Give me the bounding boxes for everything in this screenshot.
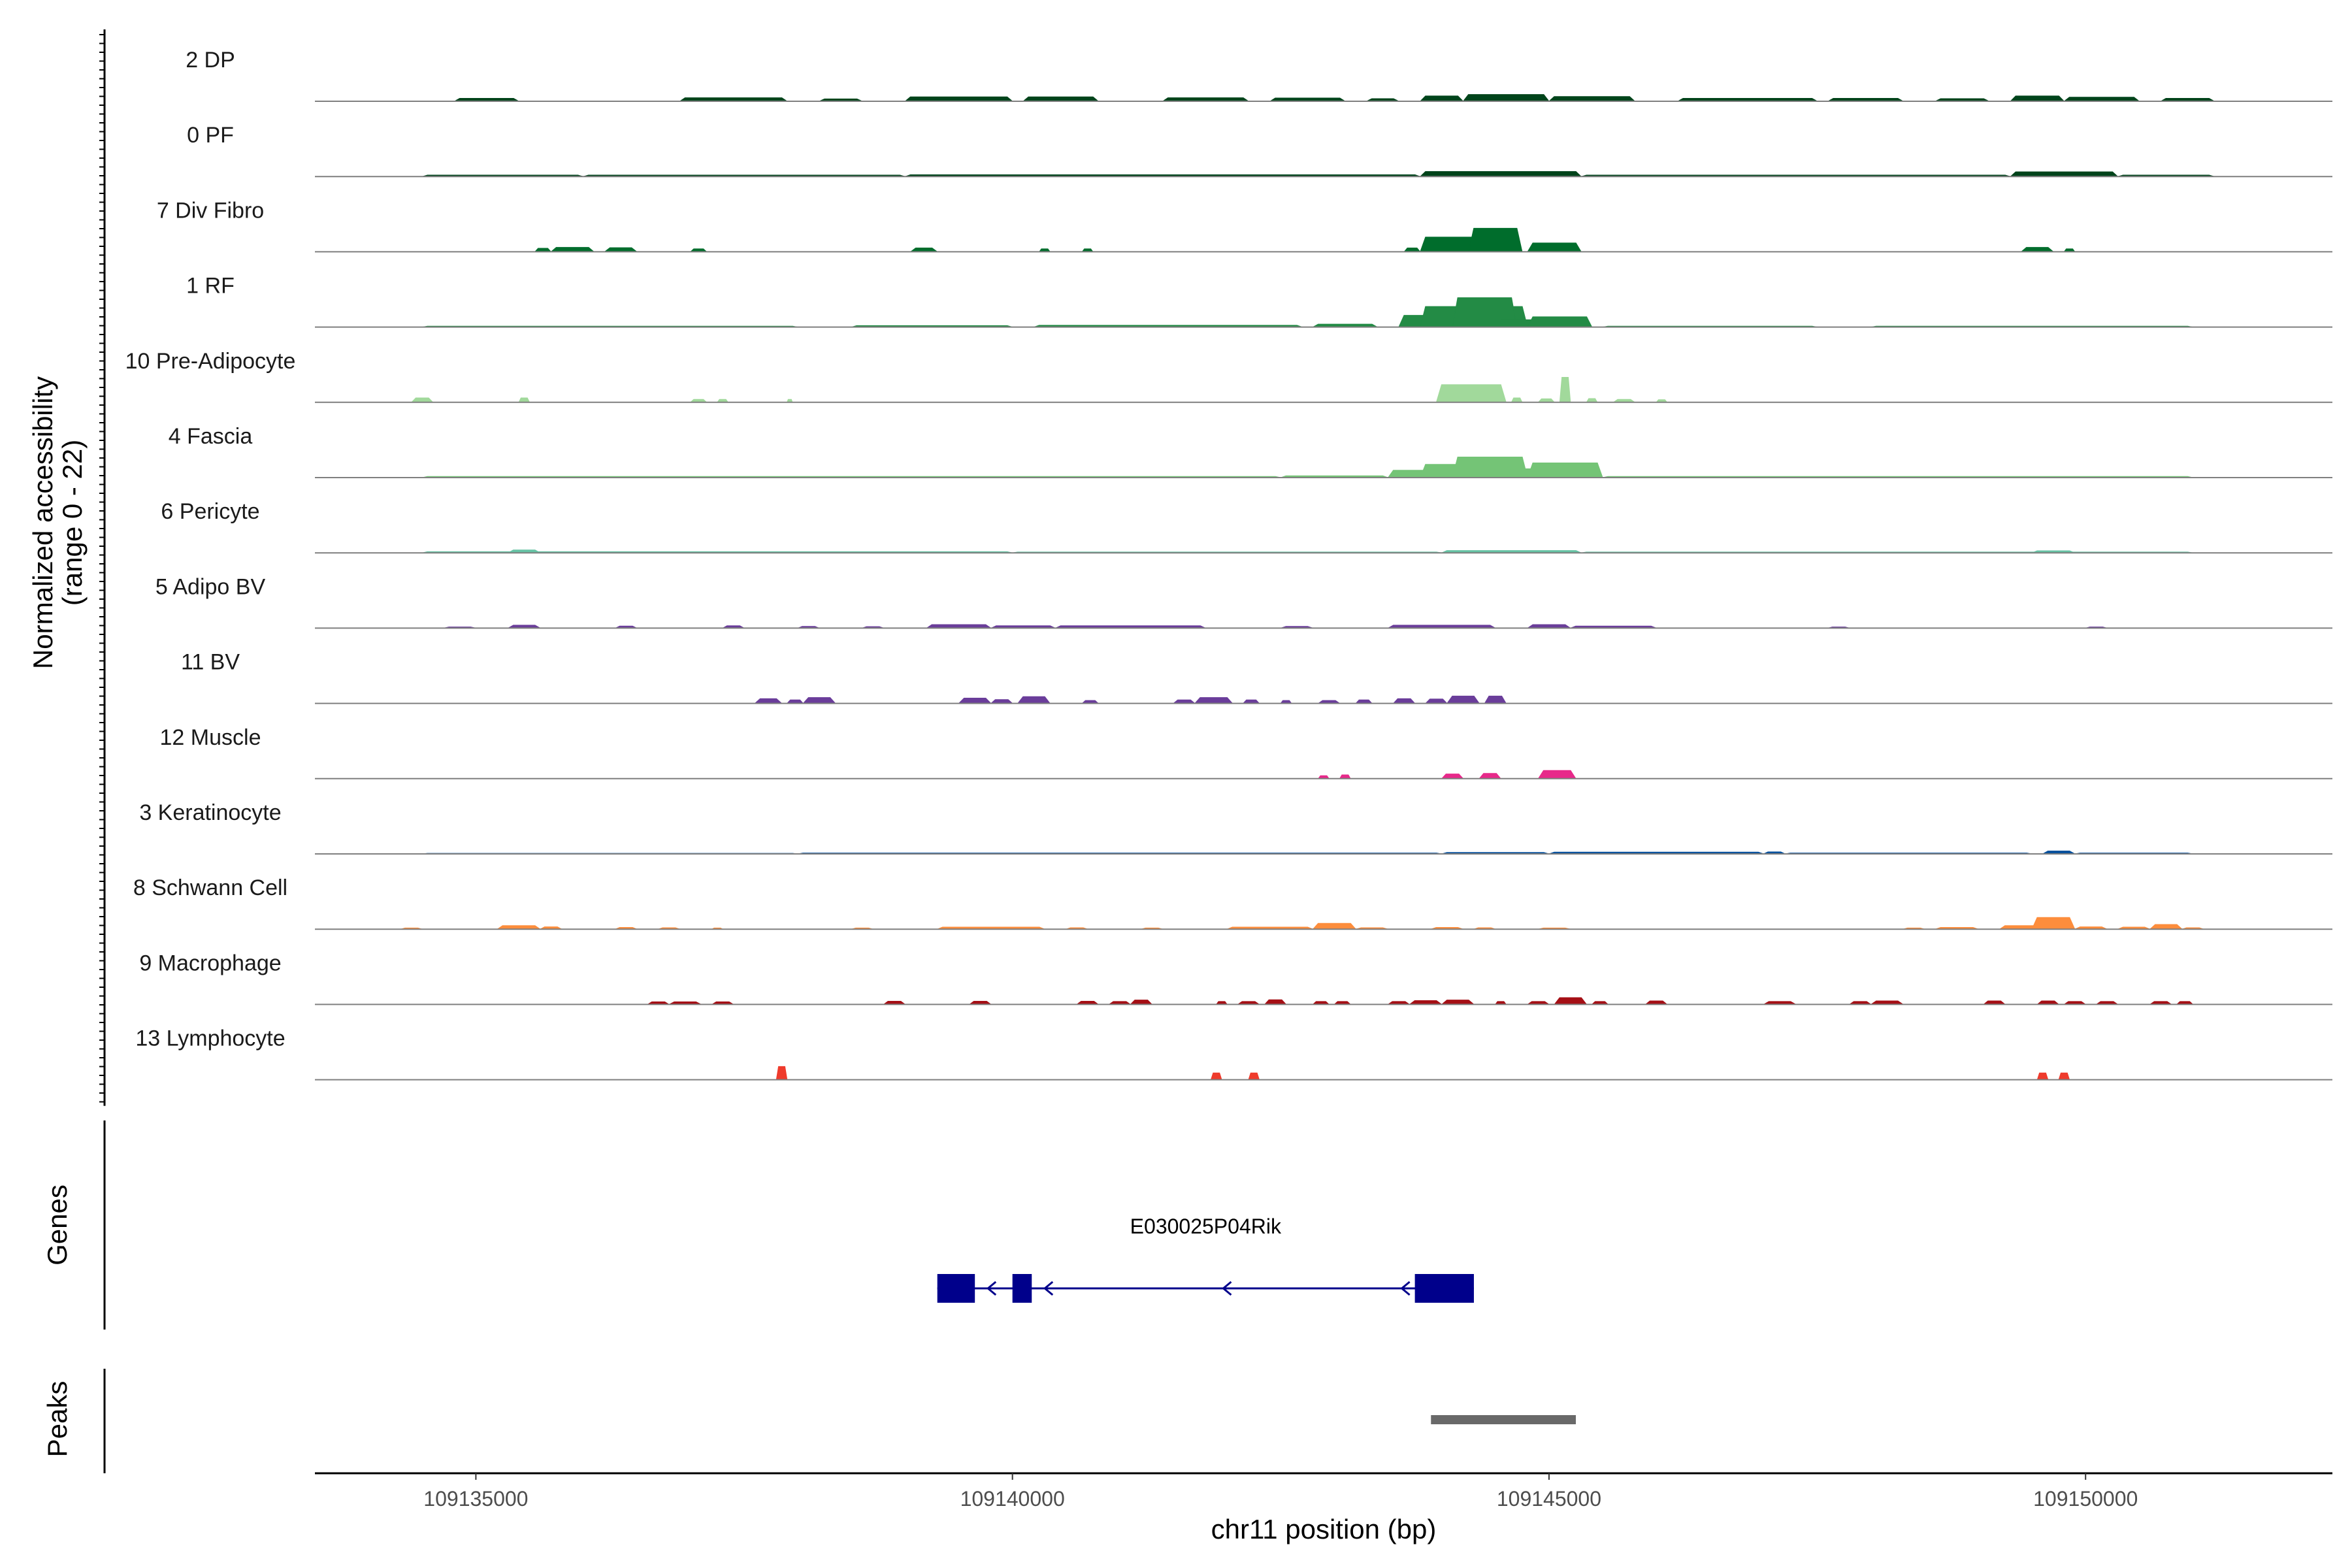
coverage-peak <box>1194 697 1233 704</box>
y-axis-title-line-2: (range 0 - 22) <box>57 440 88 606</box>
coverage-peak <box>1462 94 1550 102</box>
coverage-peak <box>2009 171 2119 177</box>
coverage-peak <box>1527 316 1593 328</box>
coverage-peak <box>2010 95 2065 102</box>
x-tick-label: 109150000 <box>2033 1487 2138 1511</box>
coverage-peak <box>1017 696 1051 704</box>
strand-arrow <box>1222 1281 1232 1296</box>
coverage-peak <box>1511 397 1523 403</box>
track-2: 7 Div Fibro <box>157 198 2332 253</box>
track-label: 3 Keratinocyte <box>139 800 281 825</box>
strand-arrow <box>1400 1281 1411 1296</box>
strand-arrow <box>986 1281 997 1296</box>
coverage-peak <box>1419 95 1464 102</box>
coverage-peak <box>518 397 531 403</box>
coverage-peak <box>2031 917 2076 930</box>
peaks-track: Peaks <box>42 1369 1576 1473</box>
coverage-peak <box>1441 1000 1475 1005</box>
track-13: 13 Lymphocyte <box>135 1026 2332 1081</box>
coverage-peak <box>1130 1000 1153 1005</box>
coverage-peak <box>1478 773 1502 779</box>
peak-region <box>1431 1415 1576 1424</box>
x-axis: 109135000 109140000 109145000 109150000 <box>315 1472 2332 1511</box>
coverage-peak <box>1468 227 1523 252</box>
gene-label: E030025P04Rik <box>1130 1215 1282 1238</box>
track-label: 5 Adipo BV <box>155 574 266 599</box>
coverage-peak <box>1248 1072 1260 1081</box>
genes-track: Genes E030025P04Rik <box>42 1120 1474 1330</box>
x-tick-label: 109135000 <box>423 1487 528 1511</box>
peaks-track-title: Peaks <box>42 1381 73 1458</box>
coverage-peak <box>1554 997 1588 1005</box>
x-tick-label: 109145000 <box>1497 1487 1601 1511</box>
track-7: 5 Adipo BV <box>155 574 2332 629</box>
coverage-peak <box>904 96 1014 102</box>
track-6: 6 Pericyte <box>161 499 2332 554</box>
gene-exon <box>1012 1274 1032 1303</box>
x-axis-title: chr11 position (bp) <box>1211 1514 1437 1544</box>
coverage-peak <box>1548 96 1636 102</box>
track-label: 4 Fascia <box>169 424 253 449</box>
track-9: 12 Muscle <box>160 725 2332 779</box>
track-label: 2 DP <box>186 48 235 73</box>
coverage-peak <box>1392 698 1416 704</box>
track-5: 4 Fascia <box>169 424 2332 478</box>
track-0: 2 DP <box>186 48 2332 102</box>
coverage-peak <box>2058 1072 2070 1081</box>
track-11: 8 Schwann Cell <box>133 875 2332 930</box>
coverage-peak <box>754 698 783 704</box>
gene-0: E030025P04Rik <box>937 1215 1474 1303</box>
track-1: 0 PF <box>187 123 2332 178</box>
strand-arrow <box>1043 1281 1054 1296</box>
coverage-peak <box>802 697 836 704</box>
track-10: 3 Keratinocyte <box>139 800 2332 855</box>
track-label: 7 Div Fibro <box>157 198 264 223</box>
gene-exon <box>937 1274 975 1303</box>
y-axis-title-line-1: Normalized accessibility <box>27 376 58 669</box>
coverage-peak <box>1484 695 1507 704</box>
track-label: 9 Macrophage <box>139 951 281 975</box>
coverage-peak <box>1435 384 1507 403</box>
coverage-peak <box>1441 774 1464 779</box>
coverage-peak <box>1559 377 1571 403</box>
coverage-peak <box>1527 463 1603 478</box>
coverage-peak <box>1527 242 1582 252</box>
coverage-peak <box>1537 770 1576 779</box>
coverage-peak <box>1424 698 1448 704</box>
track-label: 13 Lymphocyte <box>135 1026 285 1051</box>
track-8: 11 BV <box>181 650 2332 704</box>
coverage-peak <box>2149 924 2183 930</box>
track-label: 0 PF <box>187 123 234 148</box>
coverage-peak <box>1419 171 1582 177</box>
coverage-peak <box>776 1066 788 1081</box>
coverage-peak <box>958 698 992 704</box>
coverage-peak <box>549 247 595 252</box>
coverage-peak <box>1210 1072 1222 1081</box>
track-label: 6 Pericyte <box>161 499 259 524</box>
genes-track-title: Genes <box>42 1184 73 1266</box>
coverage-peak <box>1312 923 1357 930</box>
coverage-tracks: 2 DP 0 PF 7 Div Fibro 1 RF 10 Pre-Adipocyte 4… <box>125 48 2332 1081</box>
coverage-peak <box>1446 695 1480 704</box>
track-label: 10 Pre-Adipocyte <box>125 349 296 374</box>
track-3: 1 RF <box>186 274 2332 328</box>
track-label: 11 BV <box>181 650 240 675</box>
track-12: 9 Macrophage <box>139 951 2332 1005</box>
coverage-peak <box>1022 96 1100 102</box>
track-4: 10 Pre-Adipocyte <box>125 349 2332 403</box>
track-label: 8 Schwann Cell <box>133 875 287 900</box>
track-label: 12 Muscle <box>160 725 261 750</box>
gene-exon <box>1414 1274 1474 1303</box>
x-tick-label: 109140000 <box>960 1487 1065 1511</box>
coverage-peak <box>2020 247 2055 252</box>
coverage-peak <box>2036 1072 2049 1081</box>
coverage-peak <box>410 397 434 403</box>
y-axis <box>99 29 106 1106</box>
coverage-peak <box>1264 999 1287 1005</box>
track-label: 1 RF <box>186 274 235 299</box>
